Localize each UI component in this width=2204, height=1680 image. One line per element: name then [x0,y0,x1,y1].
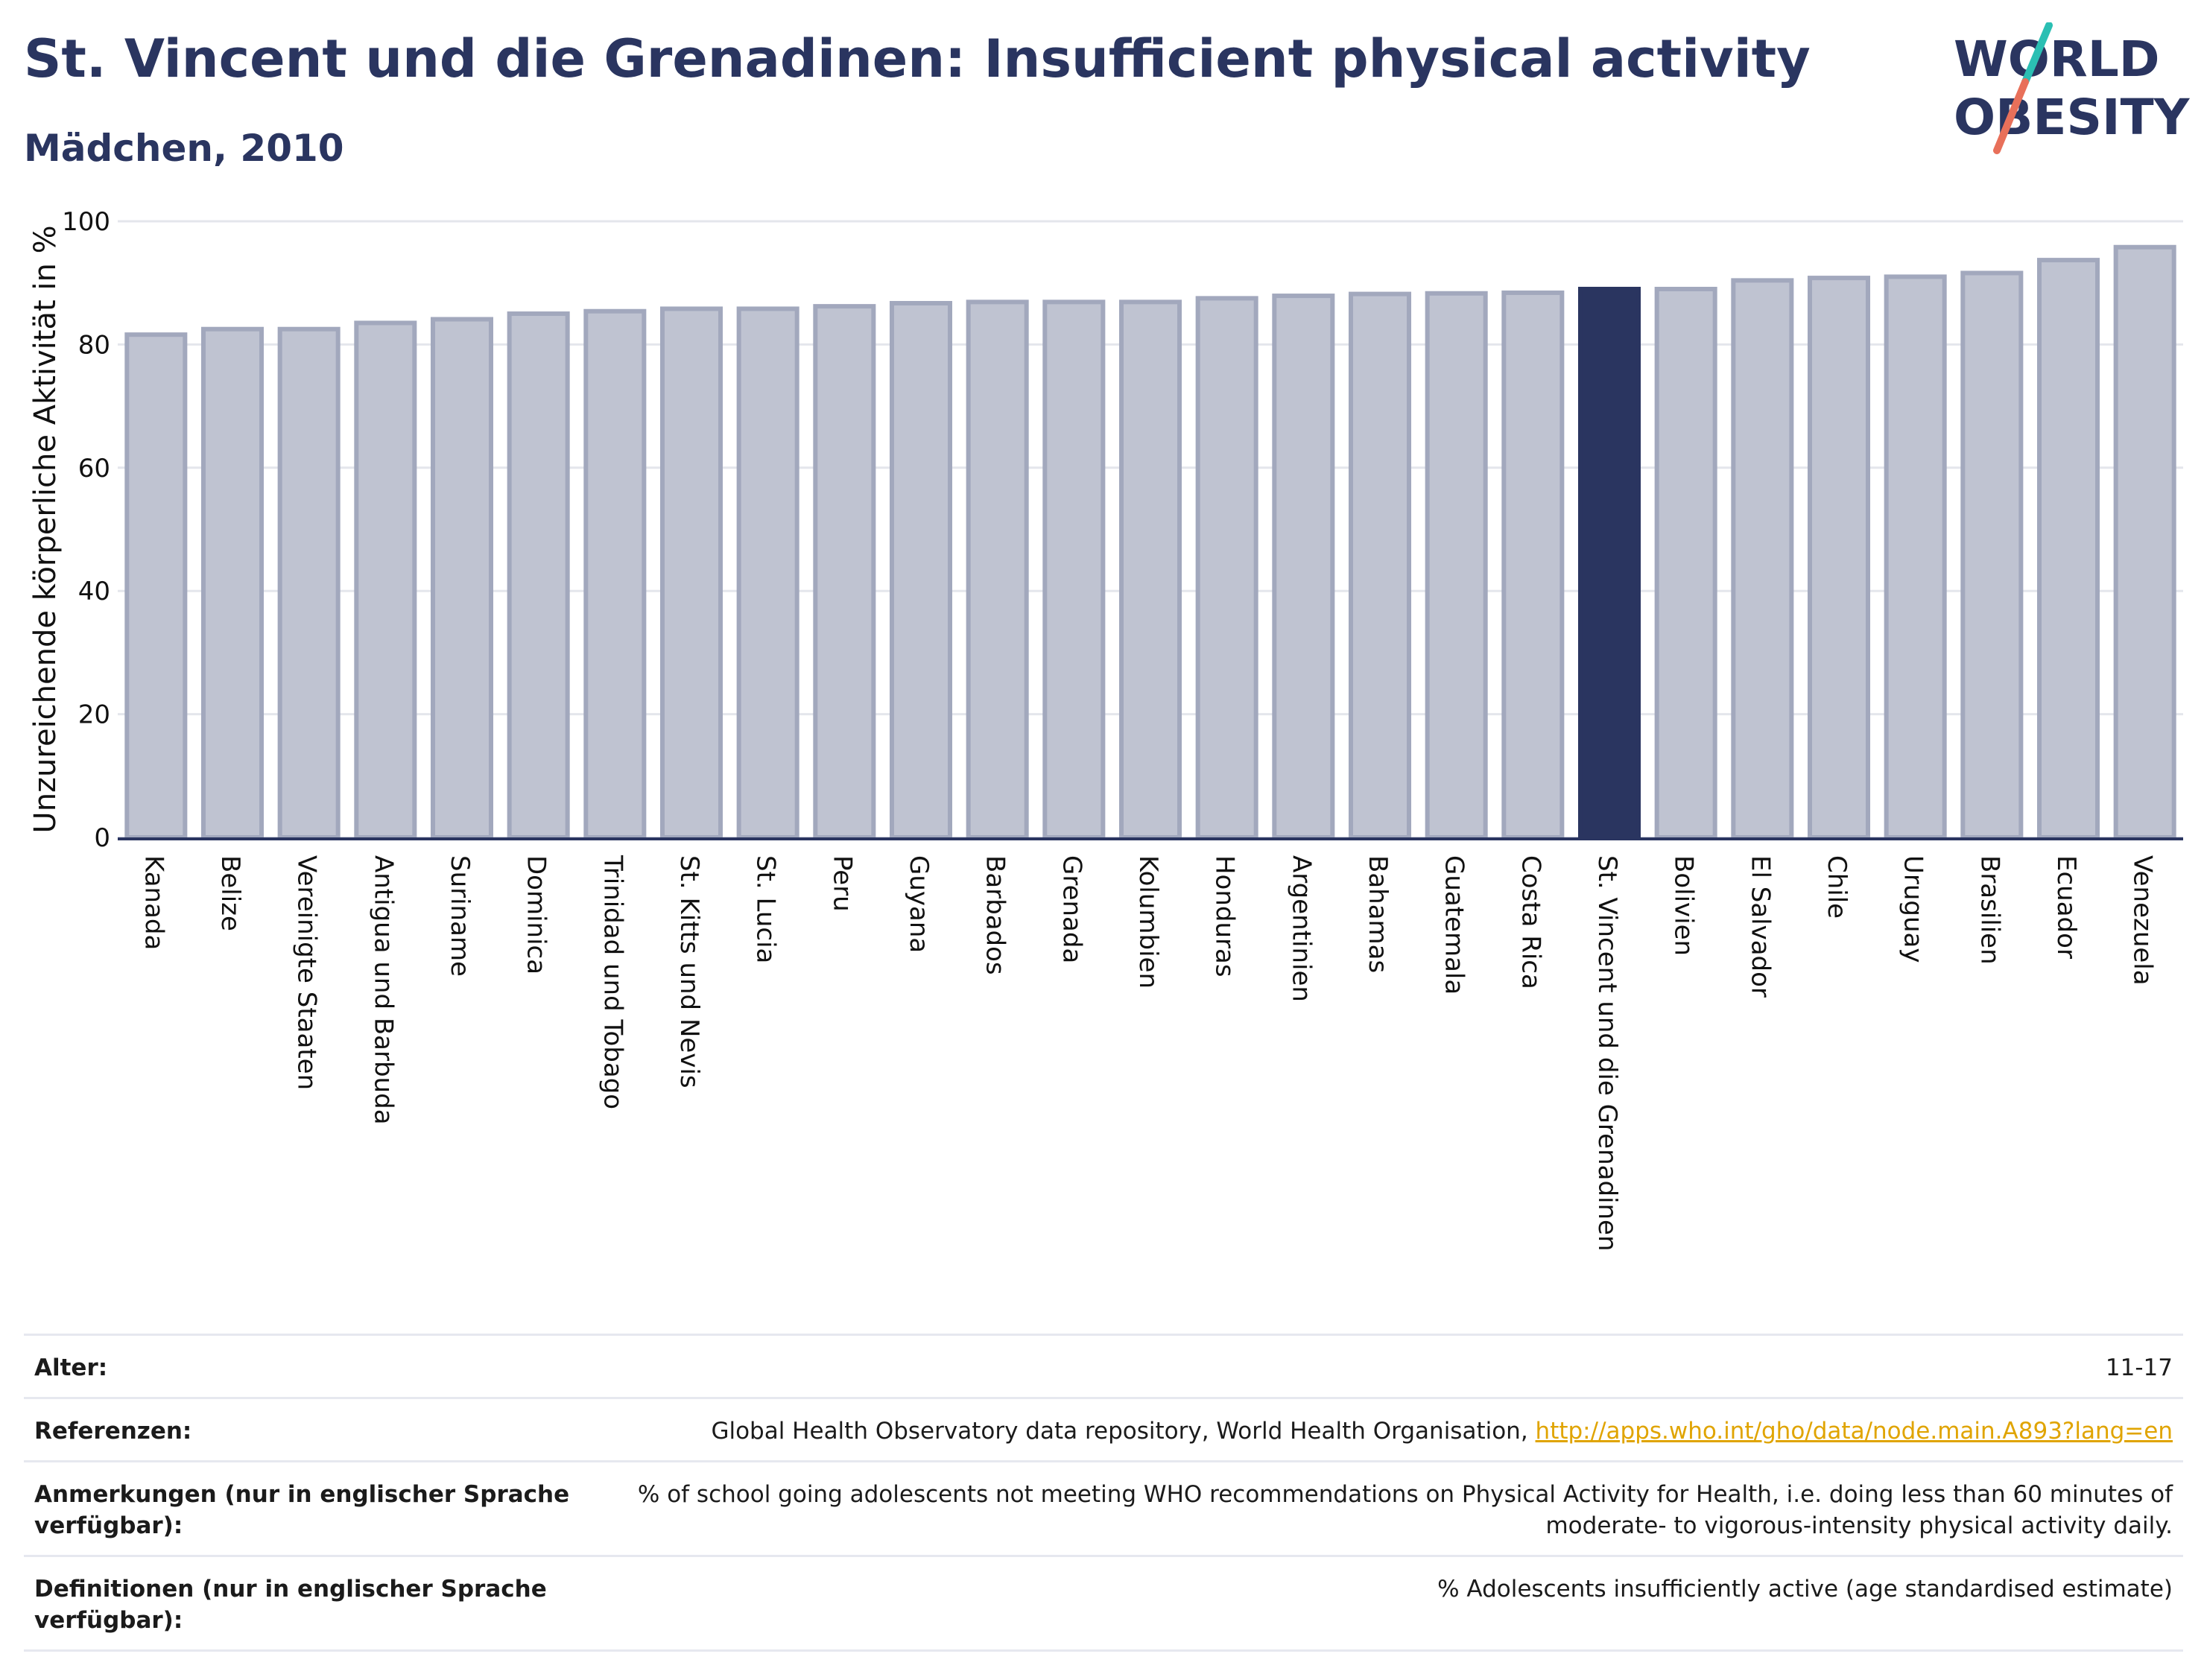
bar-highlight[interactable] [1577,286,1641,840]
category-label: Ecuador [2051,855,2081,959]
category-label: Grenada [1057,855,1086,963]
page-title: St. Vincent und die Grenadinen: Insuffic… [24,28,1811,89]
bars [124,244,2176,840]
info-row-definitions: Definitionen (nur in englischer Sprache … [24,1555,2183,1652]
logo-line1: WORLD [1954,31,2160,88]
y-tick-label: 20 [78,700,110,730]
bar[interactable] [1807,276,1871,840]
info-value: % of school going adolescents not meetin… [637,1481,2173,1539]
y-tick-label: 0 [94,823,110,853]
category-label: Guatemala [1440,855,1469,995]
bar[interactable] [1348,291,1412,840]
category-label: Honduras [1210,855,1240,977]
bar[interactable] [659,306,723,840]
bar[interactable] [124,332,188,840]
bar[interactable] [1884,274,1947,840]
info-row-references: Referenzen: Global Health Observatory da… [24,1397,2183,1460]
y-tick-label: 100 [62,207,110,237]
bar[interactable] [1042,299,1106,840]
category-label: Barbados [981,855,1010,975]
info-table: Alter: 11-17 Referenzen: Global Health O… [24,1334,2183,1652]
info-key: Definitionen (nur in englischer Sprache … [34,1576,547,1634]
bar[interactable] [2036,258,2100,840]
info-value: Global Health Observatory data repositor… [601,1416,2173,1447]
bar[interactable] [966,299,1029,840]
category-label: Bolivien [1669,855,1699,956]
category-label: Belize [215,855,245,931]
y-tick-label: 60 [78,454,110,484]
bar[interactable] [430,317,494,840]
category-label: Vereinigte Staaten [292,855,322,1090]
reference-text: Global Health Observatory data repositor… [711,1418,1536,1445]
y-tick-label: 40 [78,577,110,606]
category-label: Venezuela [2128,855,2158,986]
bar[interactable] [736,306,799,840]
bar[interactable] [1118,299,1182,840]
category-label: El Salvador [1745,855,1775,998]
category-label: Bahamas [1363,855,1393,973]
world-obesity-logo[interactable]: WORLD OBESITY [1937,22,2191,156]
bar[interactable] [889,300,953,840]
bar-chart: 0 20 40 60 80 100 Kanada Belize Vereinigte Staa… [28,207,2183,1252]
info-value: % Adolescents insufficiently active (age… [1437,1576,2173,1603]
y-tick-label: 80 [78,330,110,360]
bar[interactable] [1501,290,1565,840]
bar[interactable] [354,320,417,840]
logo-slash-bottom-icon [1993,78,2029,154]
info-row-notes: Anmerkungen (nur in englischer Sprache v… [24,1460,2183,1555]
category-label: Uruguay [1899,855,1928,963]
category-label: Trinidad und Tobago [598,855,627,1109]
category-label: Argentinien [1286,855,1316,1002]
category-label: Peru [827,855,857,912]
logo-line2: OBESITY [1954,89,2191,146]
page-subtitle: Mädchen, 2010 [24,127,344,170]
bar[interactable] [277,326,341,840]
bar[interactable] [1960,270,2024,840]
category-label: Chile [1822,855,1852,919]
bar[interactable] [583,308,647,840]
bar[interactable] [2113,244,2176,840]
info-row-age: Alter: 11-17 [24,1334,2183,1397]
info-key: Alter: [34,1354,108,1381]
category-label: St. Vincent und die Grenadinen [1592,855,1622,1252]
logo-slash-top-icon [2021,22,2053,86]
category-label: Costa Rica [1516,855,1545,989]
y-axis-label: Unzureichende körperliche Aktivität in % [28,225,63,833]
info-key: Referenzen: [34,1418,192,1445]
category-labels: Kanada Belize Vereinigte Staaten Antigua un… [139,855,2157,1252]
category-label: St. Lucia [751,855,781,963]
category-label: Antigua und Barbuda [368,855,398,1125]
bar[interactable] [1654,286,1717,840]
bar[interactable] [813,304,876,840]
category-label: Kolumbien [1133,855,1163,989]
bar[interactable] [1425,291,1488,840]
bar[interactable] [200,326,265,840]
info-key: Anmerkungen (nur in englischer Sprache v… [34,1481,570,1539]
category-label: Guyana [904,855,934,953]
category-label: Suriname [445,855,475,977]
category-label: Brasilien [1975,855,2004,965]
bar[interactable] [1272,294,1335,840]
category-label: Dominica [522,855,551,974]
bar[interactable] [1195,296,1258,840]
bar[interactable] [1731,278,1794,840]
info-value: 11-17 [2105,1354,2173,1381]
reference-link[interactable]: http://apps.who.int/gho/data/node.main.A… [1535,1418,2173,1445]
category-label: St. Kitts und Nevis [674,855,704,1088]
y-axis-ticks: 0 20 40 60 80 100 [62,207,110,853]
category-label: Kanada [139,855,168,950]
bar[interactable] [507,311,570,840]
